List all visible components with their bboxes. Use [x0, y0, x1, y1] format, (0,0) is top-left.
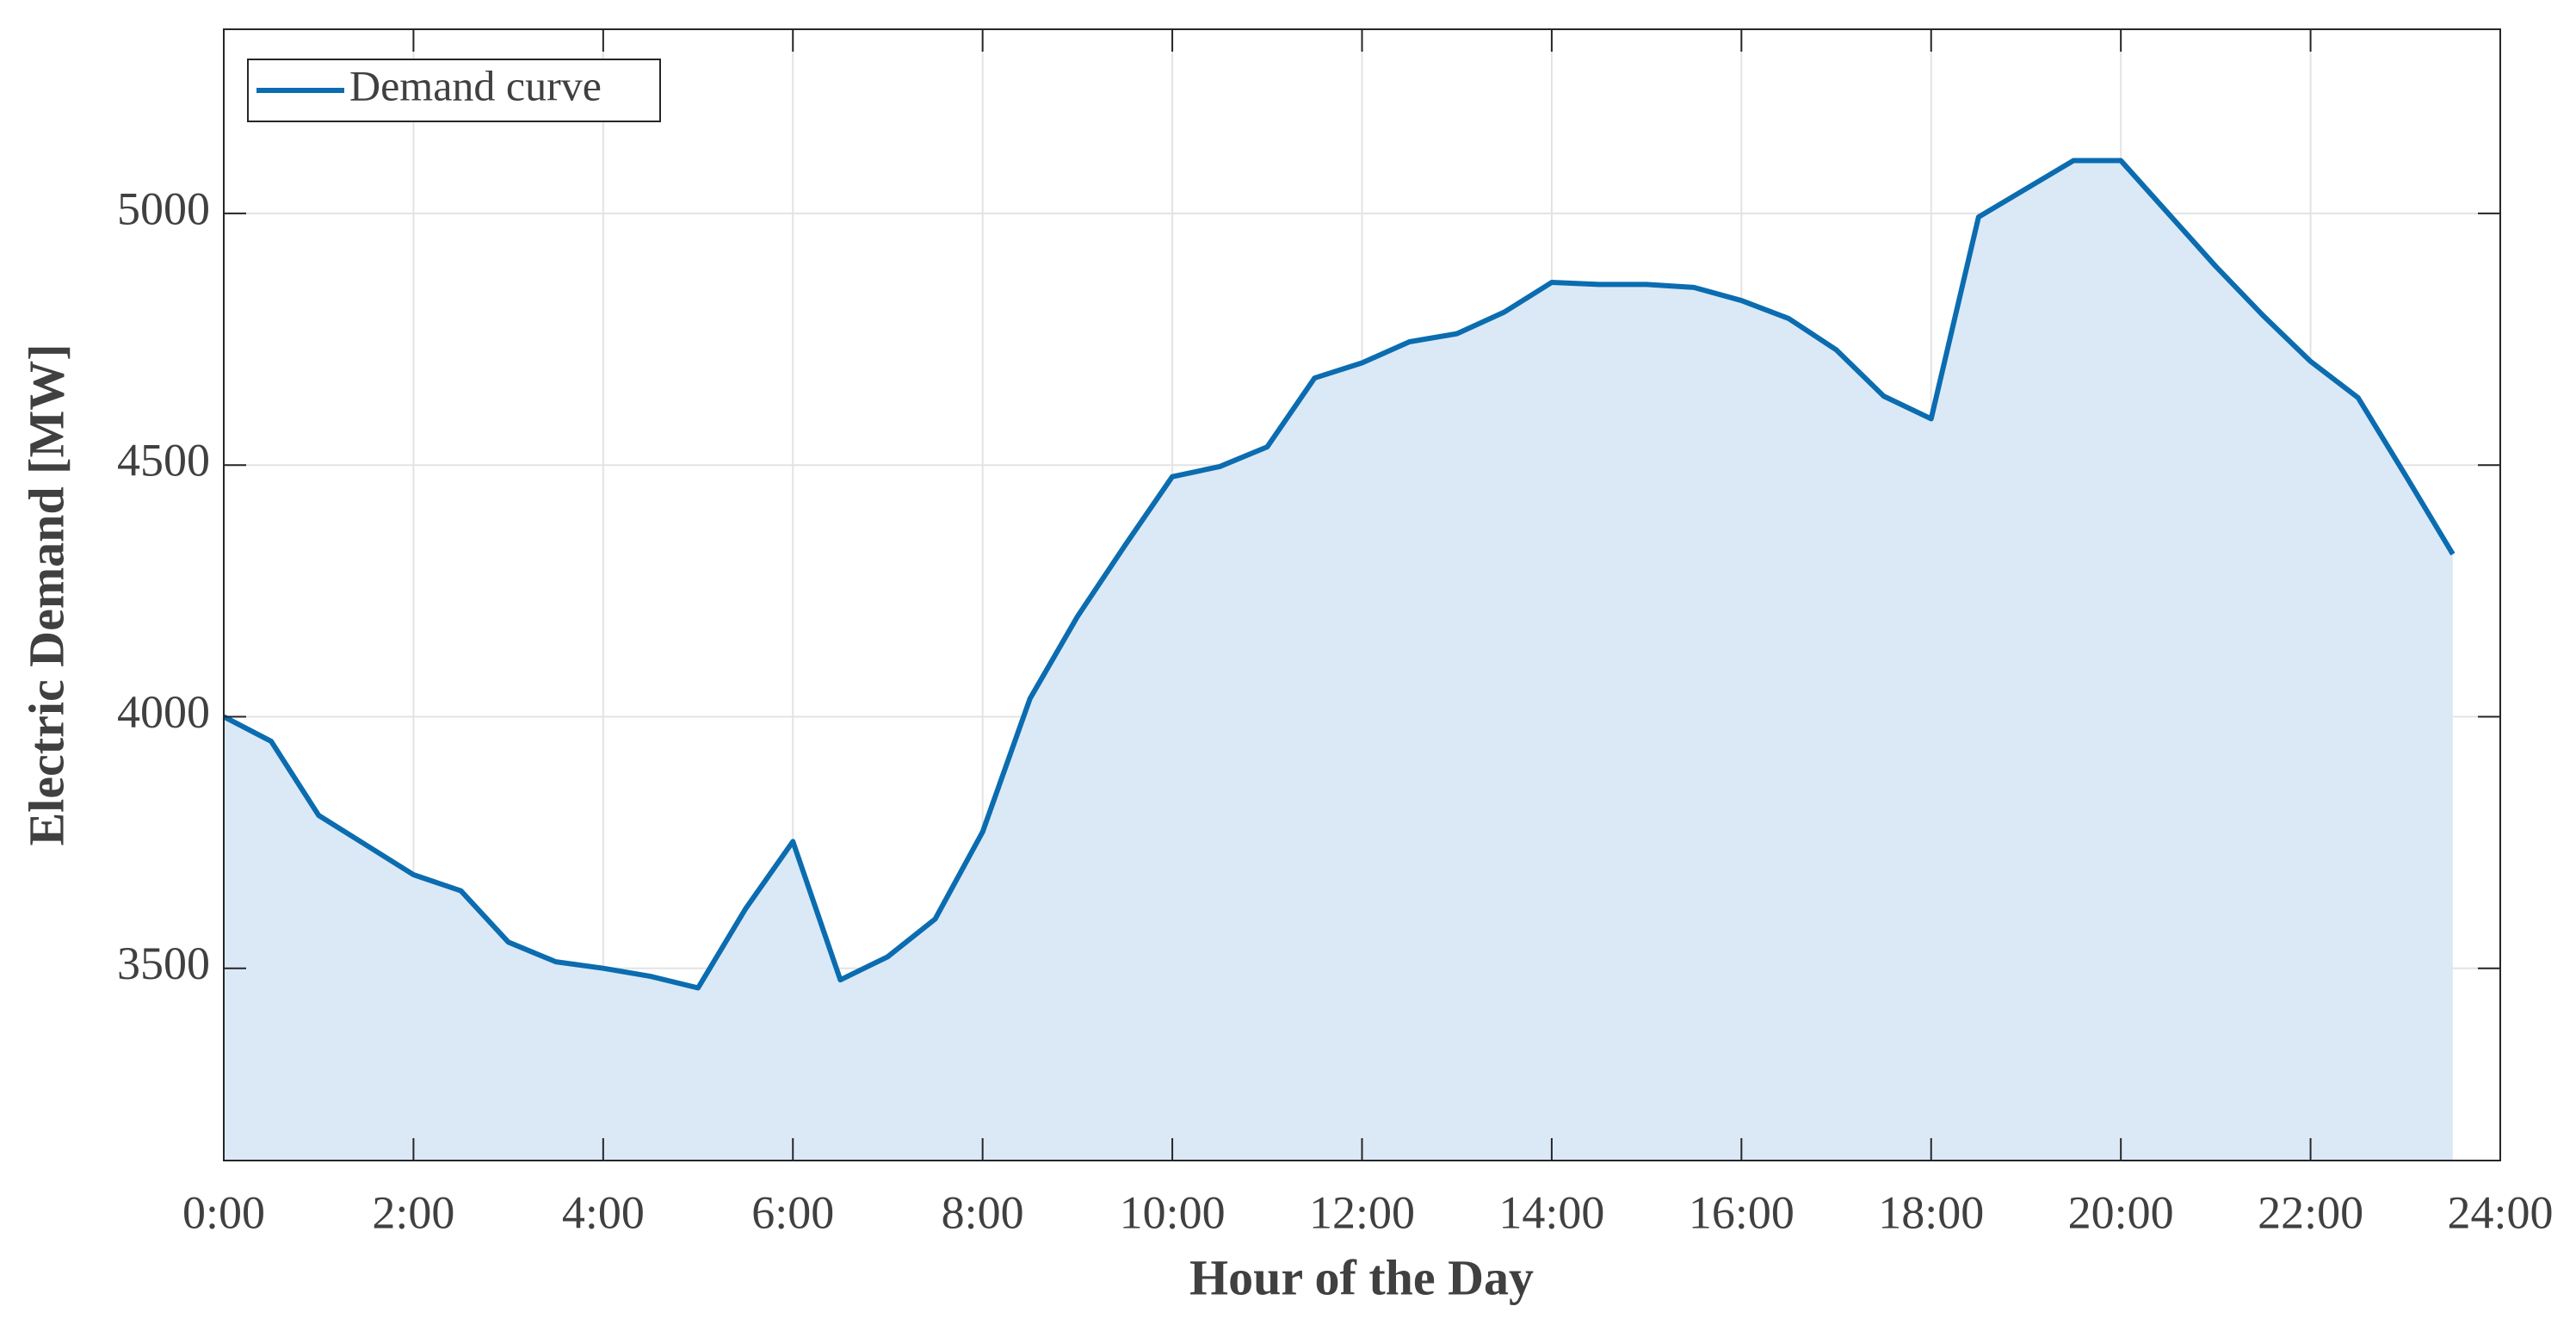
y-tick-label: 3500	[117, 938, 210, 989]
x-tick-label: 2:00	[372, 1186, 454, 1238]
x-tick-label: 24:00	[2447, 1186, 2553, 1238]
legend-label: Demand curve	[349, 61, 602, 109]
y-tick-label: 4000	[117, 686, 210, 738]
area	[224, 160, 2453, 1161]
x-tick-label: 6:00	[751, 1186, 834, 1238]
x-tick-label: 4:00	[562, 1186, 645, 1238]
line	[222, 158, 2456, 991]
x-tick-label: 18:00	[1878, 1186, 1984, 1238]
y-axis-label: Electric Demand [MW]	[18, 344, 74, 845]
y-tick-label: 5000	[117, 183, 210, 234]
y-tick-label: 4500	[117, 435, 210, 486]
x-tick-label: 20:00	[2068, 1186, 2174, 1238]
x-tick-label: 10:00	[1120, 1186, 1226, 1238]
x-tick-label: 12:00	[1309, 1186, 1415, 1238]
x-tick-label: 0:00	[182, 1186, 265, 1238]
x-tick-label: 14:00	[1498, 1186, 1604, 1238]
x-tick-label: 16:00	[1689, 1186, 1795, 1238]
x-tick-label: 8:00	[942, 1186, 1024, 1238]
x-tick-label: 22:00	[2258, 1186, 2363, 1238]
x-axis-label: Hour of the Day	[1189, 1249, 1534, 1305]
